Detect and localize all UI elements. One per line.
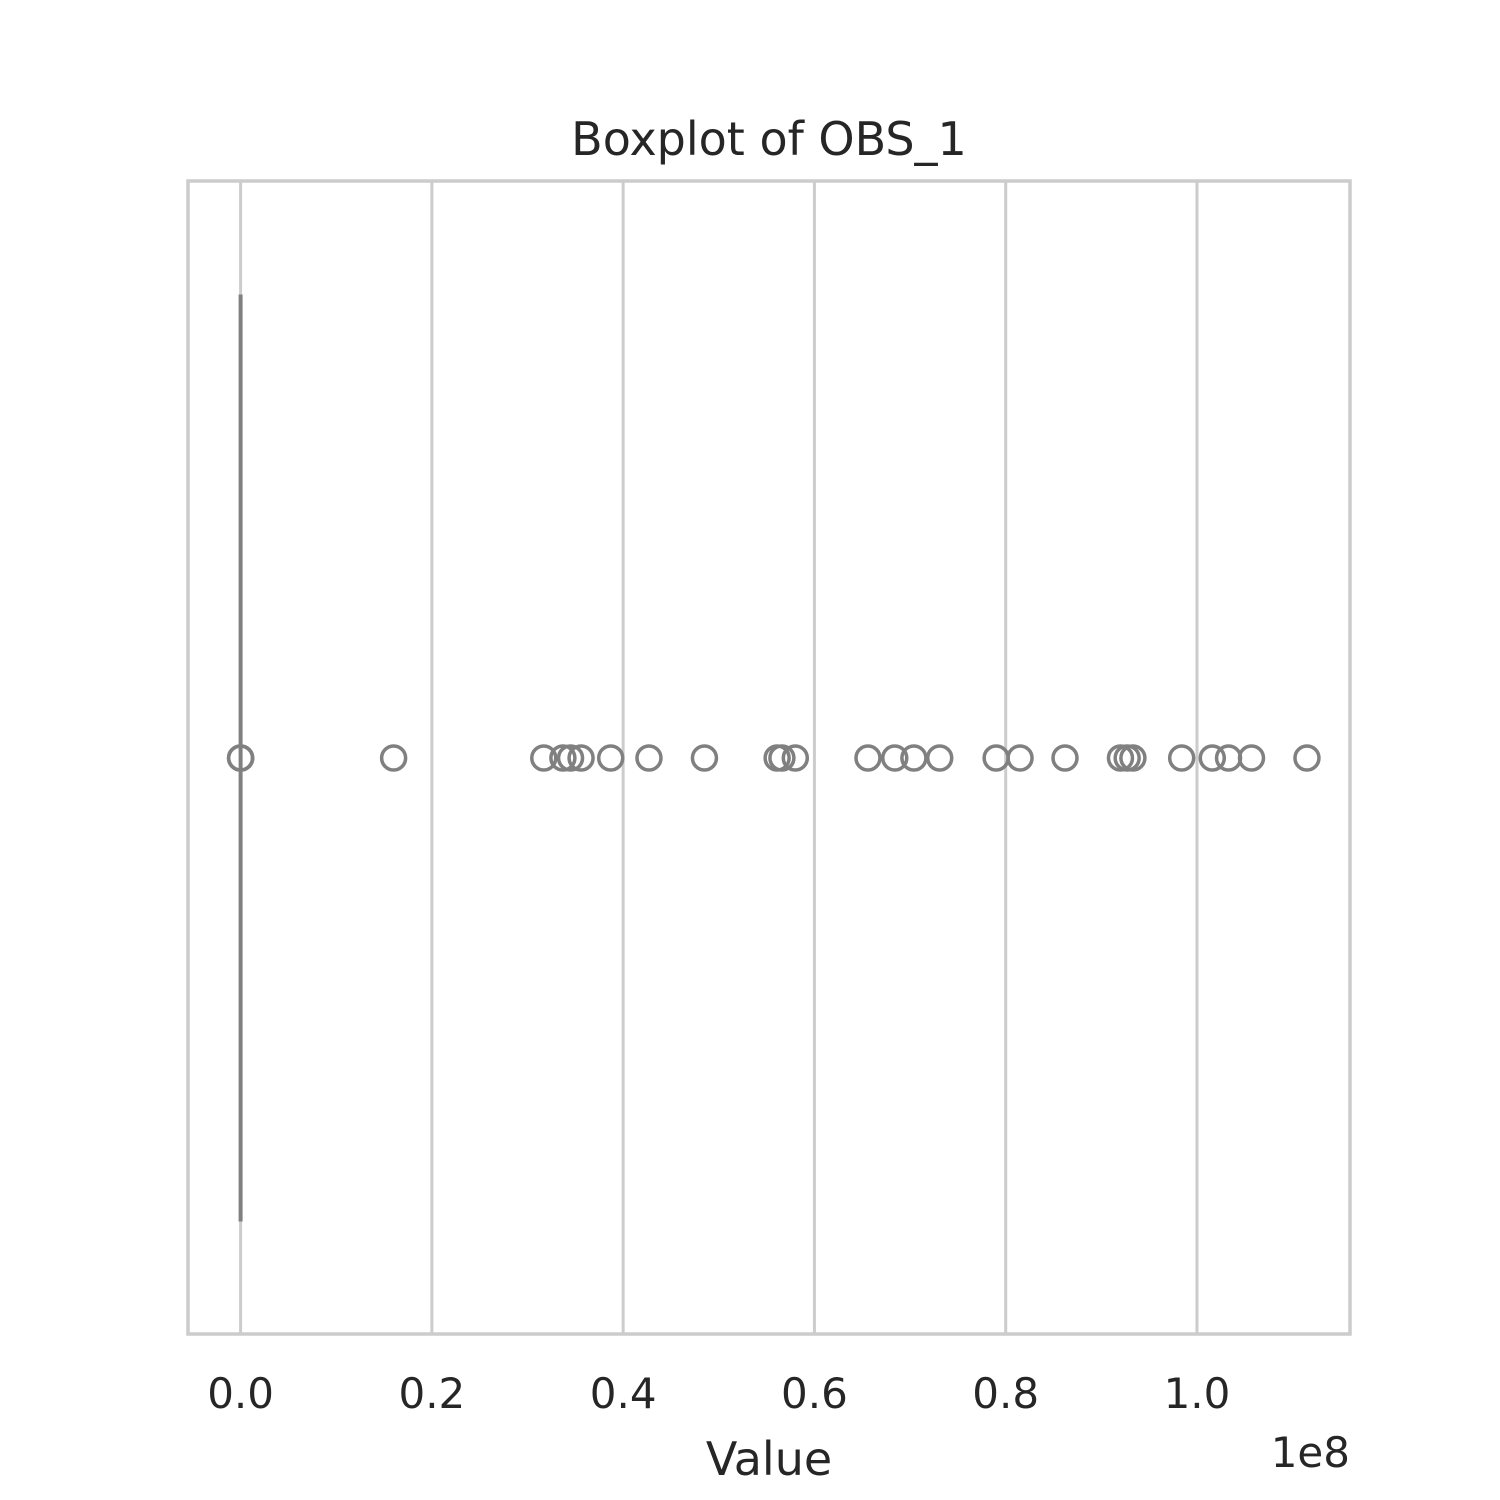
x-tick-label: 0.6 [781, 1369, 848, 1418]
outlier-point [781, 744, 810, 772]
x-tick-labels: 0.0 0.2 0.4 0.6 0.8 1.0 [207, 1369, 1230, 1418]
x-tick-label: 1.0 [1164, 1369, 1231, 1418]
x-tick-label: 0.4 [590, 1369, 657, 1418]
outlier-point [530, 744, 558, 772]
outlier-point [556, 744, 585, 772]
outlier-point [1051, 744, 1079, 772]
outlier-point [854, 744, 882, 772]
outlier-point [549, 744, 577, 772]
outlier-point [900, 744, 928, 772]
outlier-point [567, 744, 595, 772]
outlier-point [635, 744, 663, 772]
outlier-point [1006, 744, 1034, 772]
axis-offset-label: 1e8 [1271, 1428, 1350, 1477]
outlier-point [226, 744, 255, 772]
x-tick-label: 0.0 [207, 1369, 274, 1418]
outlier-point [881, 744, 909, 772]
plot-frame [186, 179, 1352, 1336]
outlier-point [1293, 744, 1321, 772]
outlier-point [379, 744, 408, 772]
outlier-point [596, 744, 625, 772]
outlier-point [1167, 744, 1196, 772]
outlier-point [1237, 744, 1266, 772]
chart-title: Boxplot of OBS_1 [571, 112, 967, 166]
outlier-point [1198, 744, 1227, 772]
x-axis-label: Value [706, 1432, 832, 1486]
outlier-point [690, 744, 719, 772]
outlier-point [925, 744, 954, 772]
outlier-point [768, 744, 796, 772]
outlier-points [226, 744, 1321, 772]
x-tick-label: 0.2 [398, 1369, 465, 1418]
x-tick-label: 0.8 [972, 1369, 1039, 1418]
box-element [238, 294, 243, 1222]
outlier-point [1119, 744, 1147, 772]
